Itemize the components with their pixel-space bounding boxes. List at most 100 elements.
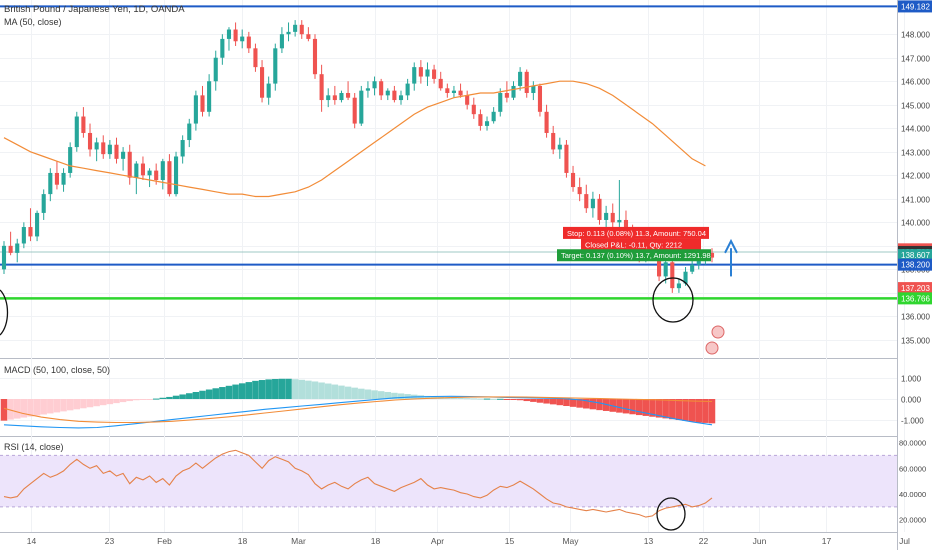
candle-body xyxy=(332,95,337,101)
macd-histogram-bar xyxy=(232,384,239,399)
rsi-indicator-label[interactable]: RSI (14, close) xyxy=(4,442,64,452)
circle-annotation xyxy=(652,277,694,323)
macd-histogram-bar xyxy=(159,397,167,399)
macd-histogram-bar xyxy=(708,399,716,424)
candle-body xyxy=(28,227,33,237)
ma-line xyxy=(3,80,706,198)
candle-body xyxy=(220,38,225,58)
macd-indicator-label[interactable]: MACD (50, 100, close, 50) xyxy=(4,365,111,375)
macd-histogram-bar xyxy=(576,399,583,408)
candle-body xyxy=(484,121,490,126)
macd-histogram-bar xyxy=(536,399,544,403)
candle-body xyxy=(147,170,152,176)
candle-body xyxy=(412,67,417,84)
candle-body xyxy=(663,262,668,277)
candle-body xyxy=(465,95,470,105)
price-tick-label: 135.000 xyxy=(901,337,930,346)
candle-body xyxy=(87,132,93,150)
closed-box xyxy=(581,238,701,251)
macd-histogram-bar xyxy=(384,391,392,399)
macd-histogram-bar xyxy=(669,399,676,420)
candle-body xyxy=(379,81,384,96)
candle-body xyxy=(101,142,106,155)
candle-body xyxy=(425,69,430,77)
price-tick-label: 143.000 xyxy=(901,149,930,158)
price-pane[interactable] xyxy=(0,5,897,300)
circle-annotation-left xyxy=(0,289,9,336)
macd-histogram-bar xyxy=(205,389,213,399)
macd-histogram-bar xyxy=(179,394,186,399)
candle-body xyxy=(709,252,715,258)
macd-histogram-bar xyxy=(199,390,206,399)
chart-title: British Pound / Japanese Yen, 1D, OANDA xyxy=(4,4,185,15)
candle-body xyxy=(8,245,13,253)
candle-body xyxy=(432,69,437,79)
candle-body xyxy=(339,93,344,101)
price-axis[interactable]: 135.000136.000137.000138.000139.000140.0… xyxy=(898,0,932,525)
price-tick-label: 142.000 xyxy=(901,172,930,181)
macd-pane[interactable] xyxy=(0,378,716,429)
macd-histogram-bar xyxy=(166,396,173,399)
macd-histogram-bar xyxy=(391,392,398,399)
candle-body xyxy=(359,90,364,124)
macd-histogram-bar xyxy=(152,398,160,400)
candle-body xyxy=(610,212,615,223)
candle-body xyxy=(623,219,629,232)
candle-body xyxy=(35,212,40,237)
macd-histogram-bar xyxy=(40,399,47,415)
candle-body xyxy=(240,36,245,42)
macd-histogram-bar xyxy=(358,388,365,399)
macd-histogram-bar xyxy=(285,378,292,399)
candle-body xyxy=(564,144,569,173)
price-badge xyxy=(898,292,932,305)
time-axis[interactable]: 1423Feb18Mar18Apr15May1322Jun17Jul15 xyxy=(27,536,932,546)
macd-histogram-bar xyxy=(470,398,478,400)
macd-histogram-bar xyxy=(192,391,200,399)
time-tick-label: Jun xyxy=(753,536,767,546)
macd-histogram-bar xyxy=(113,399,120,404)
candle-body xyxy=(160,161,165,180)
candle-body xyxy=(180,140,185,157)
macd-histogram-bar xyxy=(364,389,372,399)
price-badge xyxy=(898,258,932,271)
macd-histogram-bar xyxy=(0,399,8,421)
ma-indicator-label[interactable]: MA (50, close) xyxy=(4,17,62,27)
macd-histogram-bar xyxy=(252,380,259,399)
macd-histogram-bar xyxy=(622,399,630,414)
candle-body xyxy=(657,255,662,277)
macd-histogram-bar xyxy=(649,399,656,417)
macd-histogram-bar xyxy=(291,379,299,399)
macd-histogram-bar xyxy=(60,399,67,412)
annotation-layer: Stop: 0.113 (0.08%) 11.3, Amount: 750.04… xyxy=(0,226,738,531)
candle-body xyxy=(306,34,311,39)
macd-histogram-bar xyxy=(13,399,21,419)
macd-histogram-bar xyxy=(351,387,358,399)
macd-tick-label: -1.000 xyxy=(901,417,924,426)
rsi-tick-label: 80.0000 xyxy=(899,439,926,448)
candle-body xyxy=(584,194,589,209)
price-badge-label: 138.200 xyxy=(901,261,930,270)
candle-body xyxy=(511,85,516,98)
price-tick-label: 148.000 xyxy=(901,31,930,40)
macd-histogram-bar xyxy=(516,399,524,401)
macd-histogram-bar xyxy=(186,393,193,399)
candle-body xyxy=(352,97,357,124)
price-tick-label: 140.000 xyxy=(901,219,930,228)
macd-histogram-bar xyxy=(490,398,497,400)
rsi-pane[interactable] xyxy=(0,449,897,518)
candle-body xyxy=(74,116,79,148)
macd-histogram-bar xyxy=(298,379,305,399)
macd-histogram-bar xyxy=(424,395,431,399)
event-badge xyxy=(711,325,725,339)
macd-histogram-bar xyxy=(139,399,147,400)
price-badge xyxy=(898,249,932,262)
event-badge xyxy=(705,341,719,355)
candle-body xyxy=(299,24,304,35)
macd-histogram-bar xyxy=(86,399,94,408)
macd-histogram-bar xyxy=(106,399,114,405)
macd-histogram-bar xyxy=(272,378,279,399)
candle-body xyxy=(418,67,423,77)
rsi-line xyxy=(3,449,713,518)
candle-body xyxy=(398,95,404,101)
